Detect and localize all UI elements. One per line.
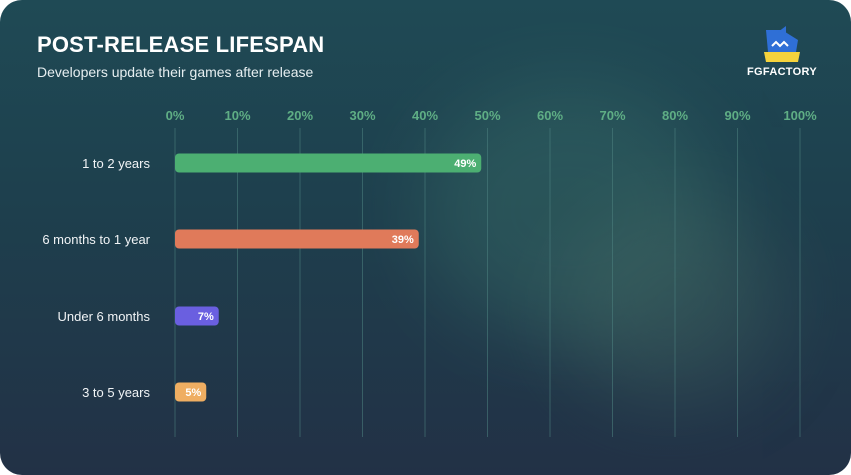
category-label: 1 to 2 years: [82, 156, 150, 171]
bar: [175, 229, 419, 249]
category-label: 6 months to 1 year: [42, 232, 150, 247]
bar: [175, 153, 482, 173]
x-tick-label: 10%: [224, 108, 250, 123]
x-tick-label: 70%: [599, 108, 625, 123]
x-tick-label: 40%: [412, 108, 438, 123]
background-glow: [420, 80, 720, 340]
x-tick-label: 50%: [474, 108, 500, 123]
category-label: Under 6 months: [58, 309, 151, 324]
x-tick-label: 30%: [349, 108, 375, 123]
chart-title: POST-RELEASE LIFESPAN: [37, 32, 325, 57]
bar: [175, 306, 219, 326]
chart-subtitle: Developers update their games after rele…: [37, 64, 314, 80]
whale-icon: [764, 26, 800, 62]
data-label: 7%: [198, 311, 214, 323]
data-label: 49%: [454, 158, 476, 170]
category-label: 3 to 5 years: [82, 385, 150, 400]
x-tick-label: 90%: [724, 108, 750, 123]
data-label: 5%: [185, 387, 201, 399]
x-tick-label: 60%: [537, 108, 563, 123]
x-tick-label: 20%: [287, 108, 313, 123]
background-glow: [560, 200, 780, 400]
data-label: 39%: [392, 234, 414, 246]
x-tick-label: 80%: [662, 108, 688, 123]
brand-name: FGFACTORY: [747, 66, 817, 78]
bar: [175, 382, 207, 402]
x-tick-label: 0%: [166, 108, 185, 123]
x-tick-label: 100%: [783, 108, 817, 123]
